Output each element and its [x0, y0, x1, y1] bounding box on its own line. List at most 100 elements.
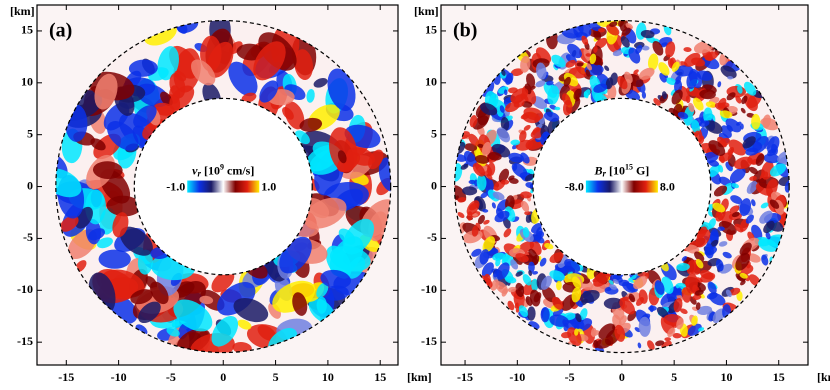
field-blob — [614, 324, 626, 342]
field-blob — [731, 211, 740, 218]
field-blob — [633, 69, 639, 74]
field-blob — [520, 55, 531, 73]
field-blob — [207, 41, 234, 78]
field-blob — [477, 214, 485, 225]
field-blob — [511, 68, 524, 77]
field-blob — [717, 81, 722, 88]
field-blob — [641, 91, 647, 99]
field-blob — [717, 164, 724, 173]
colorbar-tick-label: 8.0 — [660, 179, 675, 193]
field-blob — [498, 168, 510, 183]
field-blob — [133, 105, 157, 128]
field-blob — [685, 95, 691, 104]
y-tick-label: -10 — [421, 282, 437, 296]
field-blob — [694, 289, 704, 296]
field-blob — [153, 102, 175, 116]
field-blob — [622, 281, 636, 293]
colorbar-tick-label: -1.0 — [166, 179, 185, 193]
field-blob — [503, 97, 513, 104]
field-blob — [667, 327, 676, 338]
colorbar-title: vr [109 cm/s] — [192, 162, 254, 178]
field-blob — [609, 21, 618, 27]
field-blob — [546, 80, 554, 86]
field-blob — [729, 287, 741, 296]
field-blob — [528, 248, 538, 260]
field-blob — [98, 249, 131, 269]
y-tick-label: 15 — [21, 23, 33, 37]
field-blob — [699, 120, 710, 127]
field-blob — [313, 77, 328, 88]
field-blob — [697, 305, 713, 315]
field-blob — [608, 279, 614, 285]
field-blob — [624, 71, 633, 84]
field-blob — [691, 315, 698, 326]
field-blob — [515, 139, 534, 151]
field-blob — [698, 327, 705, 332]
field-blob — [510, 88, 529, 104]
field-blob — [347, 256, 366, 279]
field-blob — [705, 101, 717, 108]
field-blob — [471, 248, 482, 257]
field-blob — [544, 243, 554, 250]
field-blob — [729, 167, 746, 183]
field-blob — [97, 237, 113, 249]
field-blob — [625, 23, 634, 30]
field-blob — [742, 136, 756, 149]
field-blob — [684, 52, 701, 67]
field-blob — [653, 98, 661, 106]
field-blob — [720, 65, 737, 79]
field-blob — [597, 28, 605, 33]
x-tick-label: -15 — [58, 370, 74, 384]
field-blob — [717, 226, 725, 231]
field-blob — [528, 261, 535, 273]
field-blob — [257, 324, 277, 341]
symbol: v — [192, 163, 198, 177]
field-blob — [707, 281, 717, 294]
field-blob — [739, 272, 748, 279]
field-blob — [665, 77, 677, 85]
field-blob — [726, 124, 733, 132]
field-blob — [457, 212, 465, 219]
field-blob — [157, 46, 179, 81]
field-blob — [472, 163, 486, 177]
field-blob — [574, 328, 579, 336]
field-blob — [699, 89, 716, 100]
y-tick-label: -5 — [427, 230, 437, 244]
field-blob — [549, 252, 564, 263]
field-blob — [771, 143, 778, 156]
field-blob — [507, 286, 517, 293]
field-blob — [649, 305, 654, 313]
field-blob — [551, 296, 564, 310]
field-blob — [303, 197, 347, 229]
field-blob — [481, 262, 494, 278]
field-blob — [532, 271, 539, 275]
field-blob — [518, 305, 529, 318]
field-blob — [166, 327, 180, 337]
field-blob — [233, 297, 269, 323]
field-blob — [468, 179, 476, 185]
field-blob — [708, 218, 716, 229]
field-blob — [150, 281, 169, 305]
field-blob — [540, 306, 550, 323]
colorbar — [585, 180, 658, 193]
field-blob — [691, 119, 700, 134]
field-blob — [138, 301, 161, 324]
field-blob — [610, 72, 618, 86]
field-blob — [687, 323, 702, 336]
field-blob — [751, 113, 761, 130]
field-blob — [631, 274, 637, 280]
field-blob — [619, 298, 635, 315]
field-blob — [603, 297, 623, 310]
field-blob — [499, 105, 505, 113]
field-blob — [211, 315, 239, 347]
field-blob — [503, 89, 508, 96]
panel-label: (a) — [49, 20, 72, 42]
x-tick-label: 10 — [322, 370, 334, 384]
field-blob — [259, 80, 279, 103]
field-blob — [518, 285, 524, 292]
y-axis-label: [km] — [414, 4, 439, 18]
field-blob — [482, 236, 496, 253]
field-blob — [505, 101, 520, 113]
field-blob — [652, 40, 664, 56]
y-tick-label: 10 — [425, 75, 437, 89]
